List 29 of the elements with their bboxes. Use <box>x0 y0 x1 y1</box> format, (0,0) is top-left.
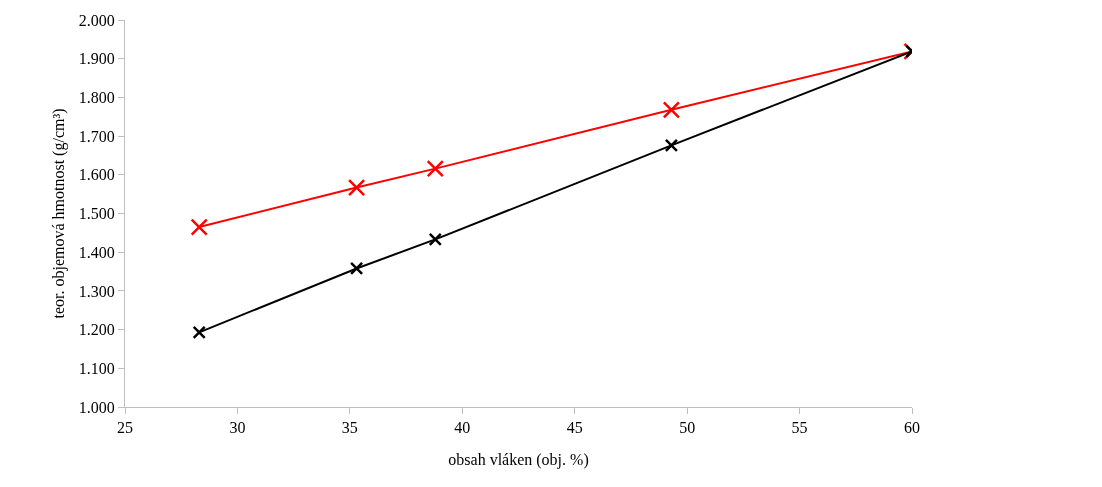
y-tick-label: 1.900 <box>78 50 115 68</box>
point <box>662 101 681 119</box>
y-tick-label: 1.400 <box>78 243 115 261</box>
point <box>192 325 206 340</box>
point <box>426 159 445 178</box>
point <box>190 218 208 236</box>
y-axis-title: teor. objemová hmotnost (g/cm³) <box>49 108 68 319</box>
x-tick-label: 30 <box>229 419 246 437</box>
x-tick-label: 25 <box>117 419 133 437</box>
y-tick-label: 1.700 <box>78 127 115 145</box>
x-tick-label: 35 <box>341 419 358 437</box>
y-tick-label: 1.200 <box>78 321 115 339</box>
y-tick-label: 1.300 <box>78 282 115 300</box>
x-tick-label: 55 <box>791 419 808 437</box>
point <box>347 178 366 197</box>
y-tick-label: 1.000 <box>78 398 115 416</box>
x-tick-label: 50 <box>679 419 696 437</box>
y-tick-label: 1.100 <box>78 359 115 377</box>
x-tick-label: 40 <box>454 419 471 437</box>
y-tick-label: 1.800 <box>78 89 115 106</box>
point <box>664 138 679 153</box>
x-tick-label: 60 <box>904 419 920 437</box>
y-tick-label: 1.500 <box>78 205 115 223</box>
y-tick-label: 2.000 <box>78 11 115 29</box>
y-tick-label: 1.600 <box>78 166 115 184</box>
x-tick-label: 45 <box>566 419 583 437</box>
point <box>349 261 364 276</box>
point <box>428 232 443 247</box>
x-axis-title: obsah vláken (obj. %) <box>448 450 589 469</box>
